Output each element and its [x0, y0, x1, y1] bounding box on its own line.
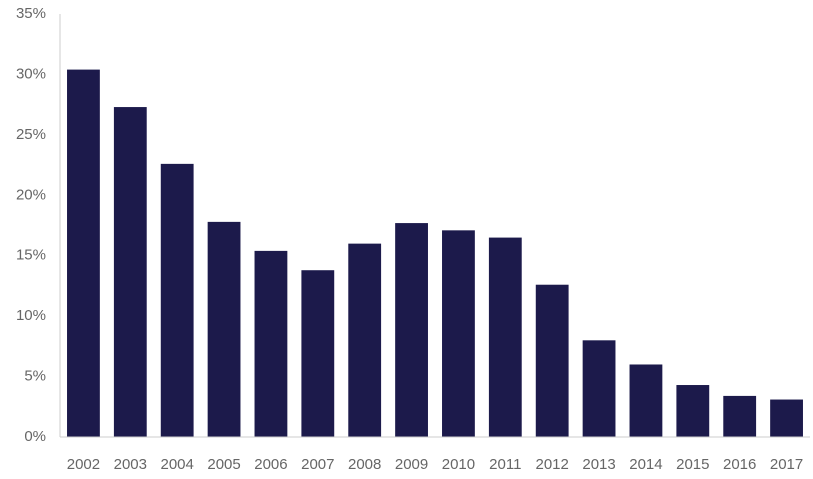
y-tick-label: 15% — [16, 247, 46, 264]
x-tick-label: 2015 — [676, 456, 709, 473]
x-tick-label: 2005 — [207, 456, 240, 473]
bar — [254, 250, 288, 437]
x-tick-label: 2004 — [161, 456, 194, 473]
x-tick-label: 2010 — [442, 456, 475, 473]
x-tick-label: 2011 — [489, 456, 521, 473]
y-tick-label: 30% — [16, 65, 46, 82]
y-tick-label: 10% — [16, 307, 46, 324]
x-tick-label: 2002 — [67, 456, 100, 473]
y-tick-label: 25% — [16, 126, 46, 143]
x-tick-label: 2009 — [395, 456, 428, 473]
x-tick-label: 2013 — [582, 456, 615, 473]
x-tick-label: 2016 — [723, 456, 756, 473]
x-tick-label: 2012 — [536, 456, 569, 473]
bar — [301, 270, 335, 437]
bar — [535, 284, 569, 437]
y-tick-label: 5% — [24, 368, 46, 385]
bar — [488, 237, 522, 437]
x-tick-label: 2008 — [348, 456, 381, 473]
bar — [442, 230, 475, 437]
x-tick-label: 2014 — [629, 456, 662, 473]
y-tick-label: 35% — [16, 5, 46, 22]
x-tick-label: 2007 — [301, 456, 334, 473]
bar — [676, 385, 710, 437]
bar — [207, 221, 241, 437]
x-tick-label: 2006 — [254, 456, 287, 473]
bar — [582, 340, 616, 437]
bar — [770, 399, 803, 437]
y-tick-label: 20% — [16, 186, 46, 203]
x-tick-label: 2017 — [770, 456, 803, 473]
bar — [67, 69, 100, 437]
bar — [723, 395, 757, 437]
x-tick-label: 2003 — [114, 456, 147, 473]
bar — [629, 364, 663, 437]
bar — [395, 223, 428, 437]
bar — [348, 243, 382, 437]
bar — [160, 163, 194, 437]
bar — [113, 107, 147, 437]
y-tick-label: 0% — [24, 428, 46, 445]
